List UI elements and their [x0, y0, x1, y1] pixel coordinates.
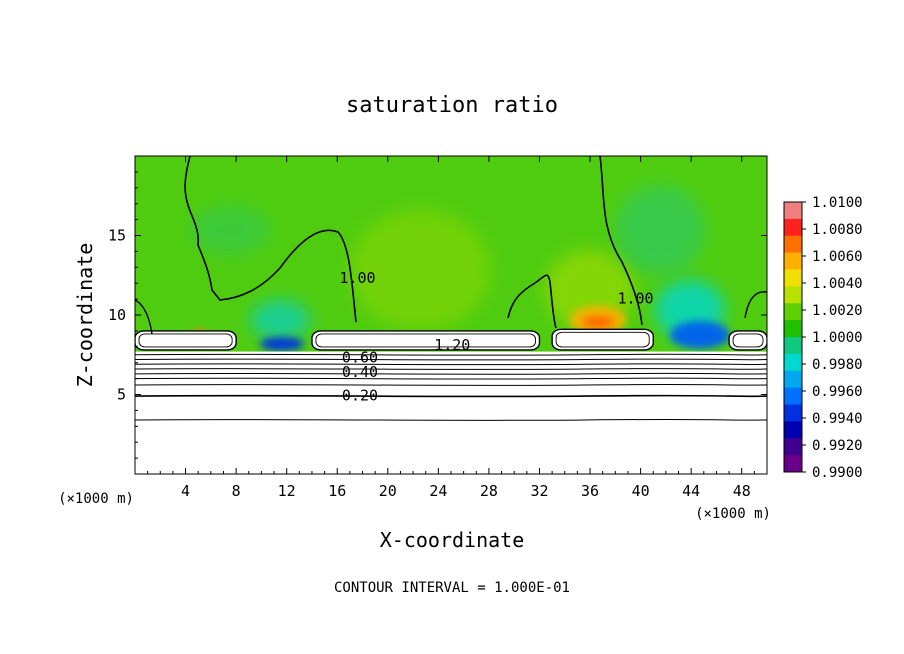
- colorbar-label: 1.0100: [812, 195, 863, 211]
- shade-cyan-mid: [250, 300, 310, 340]
- colorbar-swatch: [784, 286, 802, 304]
- x-tick-label: 20: [379, 482, 397, 500]
- x-tick-label: 8: [232, 482, 241, 500]
- x-axis-title: X-coordinate: [380, 528, 525, 552]
- x-tick-label: 28: [480, 482, 498, 500]
- colorbar-swatch: [784, 387, 802, 405]
- horizontal-contour-line: [135, 418, 767, 421]
- colorbar-label: 0.9900: [812, 465, 863, 481]
- colorbar-label: 1.0060: [812, 249, 863, 265]
- contour-label: 1.20: [434, 336, 470, 354]
- colorbar-swatch: [784, 438, 802, 456]
- horizontal-contour-line: [135, 368, 767, 370]
- shade-blue-right: [670, 321, 730, 349]
- colorbar-label: 0.9960: [812, 384, 863, 400]
- colorbar-swatch: [784, 337, 802, 355]
- contour-label: 1.00: [339, 269, 375, 287]
- horizontal-contour-line: [135, 363, 767, 366]
- y-tick-label: 10: [108, 306, 126, 324]
- colorbar-label: 0.9920: [812, 438, 863, 454]
- contour-interval-note: CONTOUR INTERVAL = 1.000E-01: [334, 580, 570, 596]
- contour-label: 1.00: [617, 290, 653, 308]
- shade-teal-left: [190, 205, 270, 255]
- x-tick-label: 44: [682, 482, 700, 500]
- cloud-right-inner-contour: [555, 331, 650, 348]
- colorbar-swatch: [784, 320, 802, 338]
- contour-1.00-left-edge: [135, 291, 767, 335]
- cloud-edge-inner-contour: [732, 333, 764, 348]
- cloud-right: [551, 328, 654, 351]
- x-tick-label: 12: [278, 482, 296, 500]
- contour-1.00-left: [184, 156, 357, 323]
- cloud-center-inner-contour: [315, 333, 536, 348]
- x-tick-label: 48: [733, 482, 751, 500]
- colorbar-label: 0.9940: [812, 411, 863, 427]
- horizontal-contour-line: [135, 353, 767, 356]
- x-tick-label: 36: [581, 482, 599, 500]
- shade-blue-left: [260, 337, 304, 351]
- horizontal-contour-line: [135, 377, 767, 380]
- colorbar-swatch: [784, 202, 802, 220]
- x-axis: 4 8 12 16 20 24 28 32 36 40 44 48: [147, 156, 755, 500]
- contour-label: 0.20: [342, 387, 378, 405]
- y-axis-title: Z-coordinate: [73, 243, 97, 388]
- contour-label: 0.60: [342, 349, 378, 367]
- y-tick-label: 15: [108, 227, 126, 245]
- colorbar-swatch: [784, 252, 802, 270]
- cloud-left-inner-contour: [138, 333, 233, 348]
- colorbar-swatch: [784, 404, 802, 422]
- colorbar-swatch: [784, 218, 802, 237]
- colorbar: 1.0100 1.0080 1.0060 1.0040 1.0020 1.0000 0.99…: [783, 195, 863, 481]
- colorbar-label: 0.9980: [812, 357, 863, 373]
- colorbar-label: 1.0000: [812, 330, 863, 346]
- colorbar-swatch: [784, 353, 802, 372]
- x-tick-label: 24: [429, 482, 447, 500]
- contour-label: 0.40: [342, 363, 378, 381]
- x-tick-label: 40: [632, 482, 650, 500]
- colorbar-swatch: [784, 421, 802, 439]
- cloud-center: [311, 330, 541, 351]
- contour-lines: [135, 156, 767, 335]
- stable-layer-fill: [135, 351, 767, 474]
- field-shading: [190, 185, 730, 351]
- colorbar-swatch: [784, 455, 802, 473]
- colorbar-swatch: [784, 370, 802, 389]
- colorbar-swatch: [784, 303, 802, 321]
- x-tick-label: 32: [530, 482, 548, 500]
- cloud-left: [135, 330, 237, 351]
- x-axis-unit: (×1000 m): [695, 506, 771, 522]
- shade-teal-right: [615, 185, 705, 275]
- stable-layer: [135, 351, 767, 474]
- colorbar-label: 1.0020: [812, 303, 863, 319]
- y-axis-unit: (×1000 m): [58, 491, 134, 507]
- colorbar-swatch: [784, 235, 802, 254]
- cloud-regions: [135, 328, 767, 351]
- horizontal-contour-line: [135, 372, 767, 375]
- shade-hot-right: [582, 316, 614, 328]
- y-tick-label: 5: [117, 386, 126, 404]
- contour-1.00-right: [507, 156, 643, 329]
- horizontal-contour-line: [135, 358, 767, 361]
- plot-area: 1.00 1.00 1.20 0.600.40 0.20: [135, 156, 767, 474]
- colorbar-swatch: [784, 269, 802, 287]
- x-tick-label: 4: [181, 482, 190, 500]
- colorbar-label: 1.0040: [812, 276, 863, 292]
- horizontal-contour-line: [135, 394, 767, 398]
- colorbar-label: 1.0080: [812, 222, 863, 238]
- contour-labels: 1.00 1.00 1.20 0.600.40 0.20: [339, 269, 653, 405]
- x-tick-label: 16: [328, 482, 346, 500]
- cloud-edge: [728, 330, 767, 351]
- y-axis: 5 10 15: [108, 171, 767, 459]
- horizontal-contour-line: [135, 383, 767, 386]
- shade-moist-center: [350, 210, 490, 330]
- chart-title: saturation ratio: [346, 93, 558, 118]
